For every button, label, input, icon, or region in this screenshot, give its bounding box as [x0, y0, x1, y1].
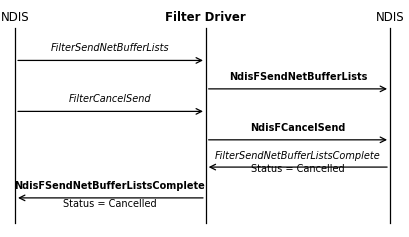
Text: FilterCancelSend: FilterCancelSend: [68, 94, 151, 104]
Text: FilterSendNetBufferLists: FilterSendNetBufferLists: [50, 43, 169, 53]
Text: NdisFSendNetBufferLists: NdisFSendNetBufferLists: [228, 72, 366, 82]
Text: NDIS: NDIS: [375, 11, 403, 24]
Text: NdisFSendNetBufferListsComplete: NdisFSendNetBufferListsComplete: [14, 182, 205, 191]
Text: NdisFCancelSend: NdisFCancelSend: [250, 123, 345, 133]
Text: NDIS: NDIS: [1, 11, 29, 24]
Text: Status = Cancelled: Status = Cancelled: [63, 199, 156, 209]
Text: FilterSendNetBufferListsComplete: FilterSendNetBufferListsComplete: [215, 151, 380, 161]
Text: Status = Cancelled: Status = Cancelled: [251, 164, 344, 174]
Text: Filter Driver: Filter Driver: [165, 11, 245, 24]
